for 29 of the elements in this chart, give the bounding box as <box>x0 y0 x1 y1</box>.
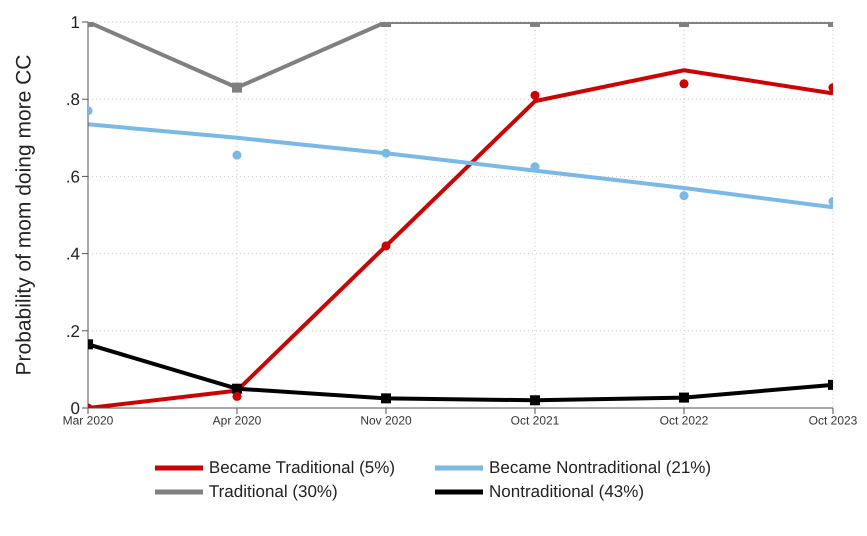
legend-label: Traditional (30%) <box>208 482 338 502</box>
x-tick-label: Oct 2023 <box>808 414 858 428</box>
legend-label: Nontraditional (43%) <box>489 482 644 502</box>
y-tick-label: .8 <box>66 90 80 110</box>
point <box>232 392 242 401</box>
point <box>679 392 689 403</box>
x-tick-label: Nov 2020 <box>360 414 412 428</box>
point <box>232 82 242 93</box>
x-tick-label: Oct 2022 <box>660 414 709 428</box>
point <box>530 90 540 100</box>
y-axis-title: Probability of mom doing more CC <box>12 54 36 376</box>
point <box>232 150 242 160</box>
point <box>232 384 242 394</box>
y-tick-label: 1 <box>70 13 80 32</box>
y-tick-label: .4 <box>66 244 80 264</box>
point <box>381 393 391 404</box>
x-tick-label: Apr 2020 <box>212 414 262 428</box>
legend-label: Became Nontraditional (21%) <box>489 458 712 478</box>
y-tick-label: .2 <box>66 322 80 341</box>
x-tick-label: Mar 2020 <box>62 414 114 428</box>
x-tick-label: Oct 2021 <box>510 414 560 428</box>
point <box>679 191 689 200</box>
line-series <box>88 122 833 210</box>
point <box>381 148 391 158</box>
point <box>530 395 540 406</box>
point <box>679 79 689 88</box>
y-tick-label: .6 <box>66 167 80 186</box>
point <box>381 241 391 250</box>
legend-label: Became Traditional (5%) <box>208 458 396 478</box>
